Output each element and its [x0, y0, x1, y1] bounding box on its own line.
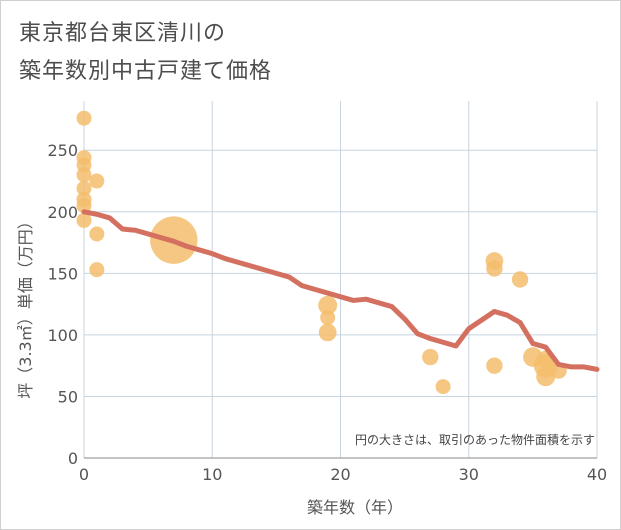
data-point: [76, 198, 92, 214]
y-tick-label: 200: [47, 203, 78, 222]
chart-title-line1: 東京都台東区清川の: [19, 21, 227, 46]
data-point: [76, 212, 92, 228]
bubbles: [76, 110, 567, 395]
x-tick-label: 40: [587, 465, 607, 484]
data-point: [511, 271, 529, 288]
y-axis-label: 坪（3.3㎡）単価（万円）: [16, 213, 35, 398]
x-tick-label: 20: [330, 465, 350, 484]
trend-line-group: [81, 209, 600, 372]
y-tick-label: 100: [47, 326, 78, 345]
trend-line: [81, 209, 600, 372]
x-axis-label: 築年数（年）: [307, 498, 403, 517]
data-point: [89, 173, 105, 189]
y-tick-label: 250: [47, 141, 78, 160]
size-note: 円の大きさは、取引のあった物件面積を示す: [355, 432, 595, 447]
chart-title-line2: 築年数別中古戸建て価格: [19, 59, 273, 84]
x-tick-label: 30: [459, 465, 479, 484]
data-point: [422, 348, 439, 366]
data-point: [318, 323, 337, 342]
data-point: [320, 310, 336, 326]
data-point: [318, 295, 338, 315]
data-point: [89, 262, 105, 278]
y-tick-label: 150: [47, 264, 78, 283]
data-point: [76, 180, 92, 196]
data-point: [435, 379, 451, 395]
data-point: [486, 260, 503, 277]
data-point: [486, 357, 503, 374]
data-point: [89, 226, 105, 242]
tick-labels: 0 50 100 150 200 250 0 10 20 30 40: [47, 141, 607, 484]
grid: [83, 101, 598, 459]
data-point: [76, 110, 92, 126]
x-tick-label: 0: [79, 465, 89, 484]
data-point: [76, 167, 92, 183]
y-tick-label: 50: [58, 387, 78, 406]
y-tick-label: 0: [68, 449, 78, 468]
x-tick-label: 10: [202, 465, 222, 484]
